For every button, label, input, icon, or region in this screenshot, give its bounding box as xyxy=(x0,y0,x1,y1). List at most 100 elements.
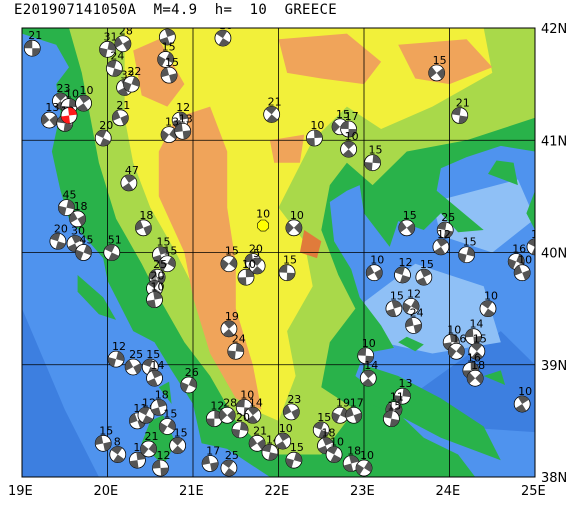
beachball: 18 xyxy=(69,200,88,228)
beachball-quadrant xyxy=(224,468,236,477)
longitude-label: 24E xyxy=(436,484,461,499)
beachball: 12 xyxy=(526,228,545,256)
beachball-quadrant xyxy=(161,129,170,142)
beachball-quadrant xyxy=(383,410,393,419)
beachball: 21 xyxy=(111,99,130,127)
longitude-label: 19E xyxy=(8,484,33,499)
beachball-quadrant xyxy=(372,154,381,164)
depth-label: 21 xyxy=(116,99,130,112)
beachball-quadrant xyxy=(306,138,315,147)
depth-label: 12 xyxy=(531,228,545,241)
beachball-quadrant xyxy=(174,123,183,133)
beachball-quadrant xyxy=(428,66,437,78)
depth-label: 20 xyxy=(249,242,263,255)
beachball-quadrant xyxy=(394,395,403,405)
coast-land xyxy=(526,190,535,230)
depth-label: 20 xyxy=(236,411,250,424)
beachball-quadrant xyxy=(69,98,78,108)
depth-label: 21 xyxy=(145,430,159,443)
depth-label: 10 xyxy=(310,119,324,132)
beachball-quadrant xyxy=(50,233,61,242)
beachball-quadrant xyxy=(402,388,411,398)
beachball-quadrant xyxy=(349,455,359,464)
depth-label: 18 xyxy=(74,200,88,213)
beachball-quadrant xyxy=(517,396,529,405)
beachball-quadrant xyxy=(400,274,411,283)
beachball: 10 xyxy=(355,449,374,477)
beachball-quadrant xyxy=(240,421,249,431)
depth-label: 14 xyxy=(364,359,378,372)
beachball: 18 xyxy=(150,388,169,416)
depth-label: 30 xyxy=(71,225,85,238)
beachball-quadrant xyxy=(327,446,338,455)
beachball-quadrant xyxy=(357,347,367,356)
depth-label: 20 xyxy=(151,269,165,282)
depth-label: 15 xyxy=(463,236,477,249)
map-frame xyxy=(21,27,536,478)
beachball: 16 xyxy=(447,332,466,360)
beachball-quadrant xyxy=(107,41,116,51)
beachball-quadrant xyxy=(75,249,84,260)
depth-label: 14 xyxy=(249,396,263,409)
euboea-island xyxy=(355,364,501,461)
beachball: 8 xyxy=(109,436,127,463)
beachball: 30 xyxy=(66,225,85,252)
beachball-quadrant xyxy=(515,404,527,413)
latitude-label: 39N xyxy=(541,359,567,374)
latitude-label: 42N xyxy=(541,22,567,37)
beachball-quadrant xyxy=(55,241,66,250)
depth-label: 26 xyxy=(185,366,199,379)
depth-label: 24 xyxy=(110,49,124,62)
beachball-quadrant xyxy=(112,68,123,77)
beachball-quadrant xyxy=(471,351,483,360)
beachball-quadrant xyxy=(112,110,121,121)
beachball-quadrant xyxy=(104,244,116,253)
beachball: 25 xyxy=(124,348,143,376)
epicenter-marker xyxy=(257,219,270,232)
beachball-quadrant xyxy=(436,238,448,247)
beachball-quadrant xyxy=(227,409,236,422)
beachball: 17 xyxy=(340,110,359,138)
depth-label: 10 xyxy=(484,290,498,303)
beachball-quadrant xyxy=(159,36,170,45)
beachball: 24 xyxy=(405,306,424,334)
depth-label: 16 xyxy=(452,332,466,345)
beachball-quadrant xyxy=(182,130,191,140)
beachball-quadrant xyxy=(95,435,104,445)
beachball: 21 xyxy=(248,424,267,452)
beachball-quadrant xyxy=(61,115,70,124)
beachball: 25 xyxy=(436,211,455,239)
beachball-quadrant xyxy=(77,103,89,112)
beachball-quadrant xyxy=(140,443,149,456)
depth-label: 13 xyxy=(165,116,179,129)
beachball-quadrant xyxy=(143,224,152,236)
depth-label: 28 xyxy=(223,396,237,409)
beachball-quadrant xyxy=(32,48,41,57)
depth-label: 15 xyxy=(433,54,447,67)
beachball: 45 xyxy=(75,234,94,261)
beachball: 15 xyxy=(160,56,179,84)
beachball-quadrant xyxy=(147,378,158,387)
beachball: 47 xyxy=(120,164,139,192)
beachball: 10 xyxy=(274,422,293,450)
beachball-quadrant xyxy=(363,370,375,379)
beachball-quadrant xyxy=(516,254,525,265)
beachball-quadrant xyxy=(180,381,189,393)
beachball-quadrant xyxy=(108,357,117,367)
beachball-quadrant xyxy=(365,355,374,364)
beachball: 10 xyxy=(325,436,344,463)
beachball-quadrant xyxy=(348,129,357,138)
beachball-quadrant xyxy=(222,460,234,469)
beachball-quadrant xyxy=(218,38,230,47)
beachball-quadrant xyxy=(151,407,162,416)
beachball-quadrant xyxy=(68,107,77,116)
beachball: 15 xyxy=(158,245,177,273)
shelf-area xyxy=(355,263,501,354)
depth-label: 15 xyxy=(387,400,401,413)
beachball-quadrant xyxy=(159,422,168,434)
beachball: 24 xyxy=(105,49,124,77)
beachball: 15 xyxy=(428,54,447,82)
beachball: 15 xyxy=(415,258,434,286)
beachball-quadrant xyxy=(157,55,166,67)
